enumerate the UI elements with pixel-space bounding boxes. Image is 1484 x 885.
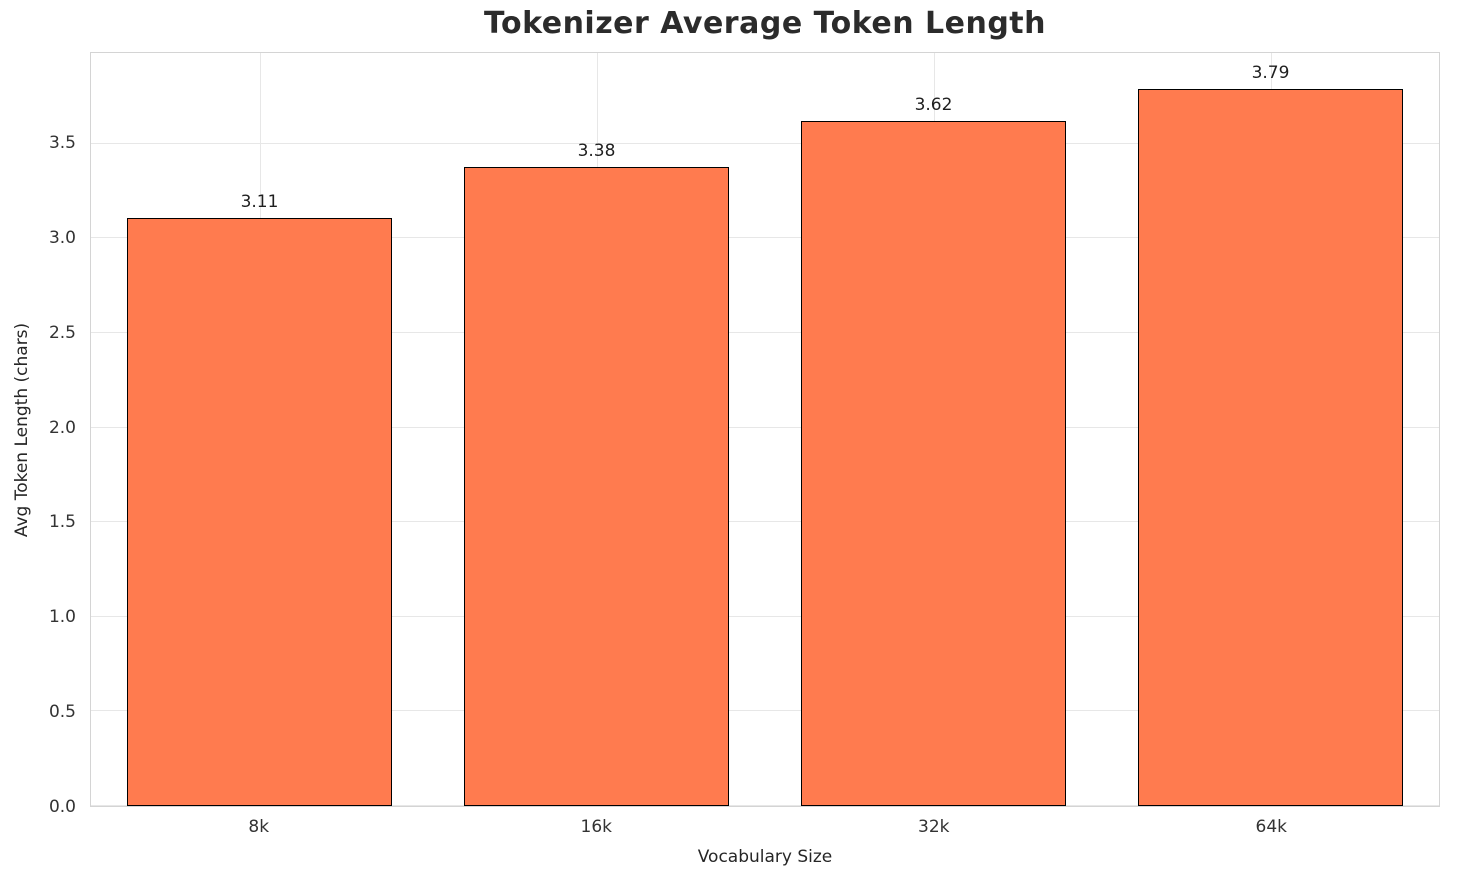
y-tick-label: 0.0 [48,797,76,817]
x-tick-label: 32k [918,817,950,837]
horizontal-gridline [91,710,1439,712]
plot-area: 3.11 3.38 3.62 3.79 [90,52,1440,807]
y-tick-labels: 0.0 0.5 1.0 1.5 2.0 2.5 3.0 3.5 [0,52,84,817]
y-tick-label: 1.0 [48,607,76,628]
y-tick-label: 2.0 [48,417,76,438]
bar-16k [464,166,729,806]
y-tick-label: 0.5 [48,702,76,723]
y-tick-label: 3.5 [48,133,76,154]
bar-8k [127,217,392,806]
bar-64k [1138,88,1403,806]
bar-value-label: 3.62 [914,95,953,116]
horizontal-gridline [91,615,1439,617]
x-tick-labels: 8k 16k 32k 64k [90,807,1440,837]
y-tick-label: 1.5 [48,512,76,533]
x-tick-label: 64k [1255,817,1287,837]
chart-title: Tokenizer Average Token Length [483,6,1046,41]
horizontal-gridline [91,426,1439,428]
x-tick-label: 8k [248,817,270,837]
y-tick-label: 3.0 [48,227,76,248]
horizontal-gridline [91,805,1439,806]
horizontal-gridline [91,332,1439,334]
horizontal-gridline [91,521,1439,523]
y-tick-label: 2.5 [48,322,76,343]
bar-value-label: 3.79 [1251,62,1290,83]
bar-value-label: 3.38 [577,140,616,161]
horizontal-gridline [91,237,1439,239]
x-tick-label: 16k [580,817,612,837]
horizontal-gridline [91,142,1439,144]
bar-value-label: 3.11 [240,191,279,212]
bar-32k [801,121,1066,806]
x-axis-label: Vocabulary Size [697,847,833,867]
